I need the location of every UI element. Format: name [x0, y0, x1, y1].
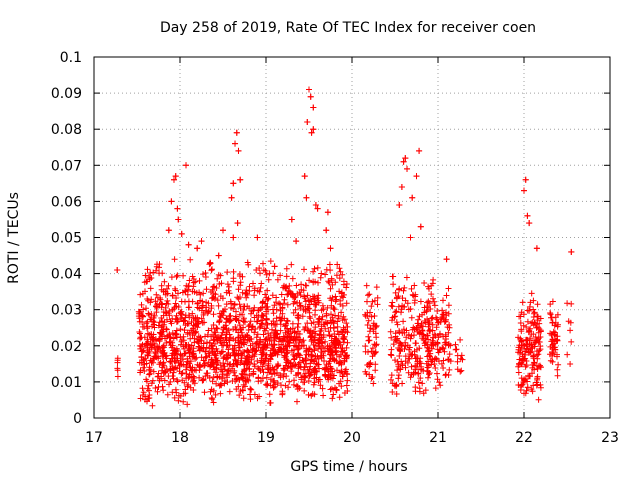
x-tick-label: 22 — [515, 430, 533, 446]
y-tick-label: 0.08 — [51, 122, 82, 138]
y-tick-label: 0.05 — [51, 231, 82, 247]
tick-marks — [93, 56, 611, 419]
y-axis-label: ROTI / TECUs — [6, 192, 22, 284]
x-tick-label: 19 — [257, 430, 275, 446]
x-tick-label: 23 — [601, 430, 619, 446]
y-tick-label: 0 — [73, 411, 82, 427]
y-tick-label: 0.1 — [60, 50, 82, 66]
y-tick-label: 0.01 — [51, 375, 82, 391]
data-points — [114, 86, 575, 409]
y-tick-label: 0.07 — [51, 158, 82, 174]
y-tick-label: 0.04 — [51, 267, 82, 283]
y-tick-labels: 0 0.01 0.02 0.03 0.04 0.05 0.06 0.07 0.08 0.09 0.1 — [51, 50, 82, 427]
y-tick-label: 0.02 — [51, 339, 82, 355]
x-tick-labels: 17 18 19 20 21 22 23 — [85, 430, 619, 446]
x-axis-label: GPS time / hours — [290, 459, 407, 475]
roti-point-cloud — [114, 86, 575, 409]
x-tick-label: 17 — [85, 430, 103, 446]
y-tick-label: 0.06 — [51, 194, 82, 210]
x-tick-label: 21 — [429, 430, 447, 446]
chart-title: Day 258 of 2019, Rate Of TEC Index for r… — [160, 20, 536, 36]
x-tick-label: 20 — [343, 430, 361, 446]
y-tick-label: 0.09 — [51, 86, 82, 102]
y-tick-label: 0.03 — [51, 303, 82, 319]
x-tick-label: 18 — [171, 430, 189, 446]
